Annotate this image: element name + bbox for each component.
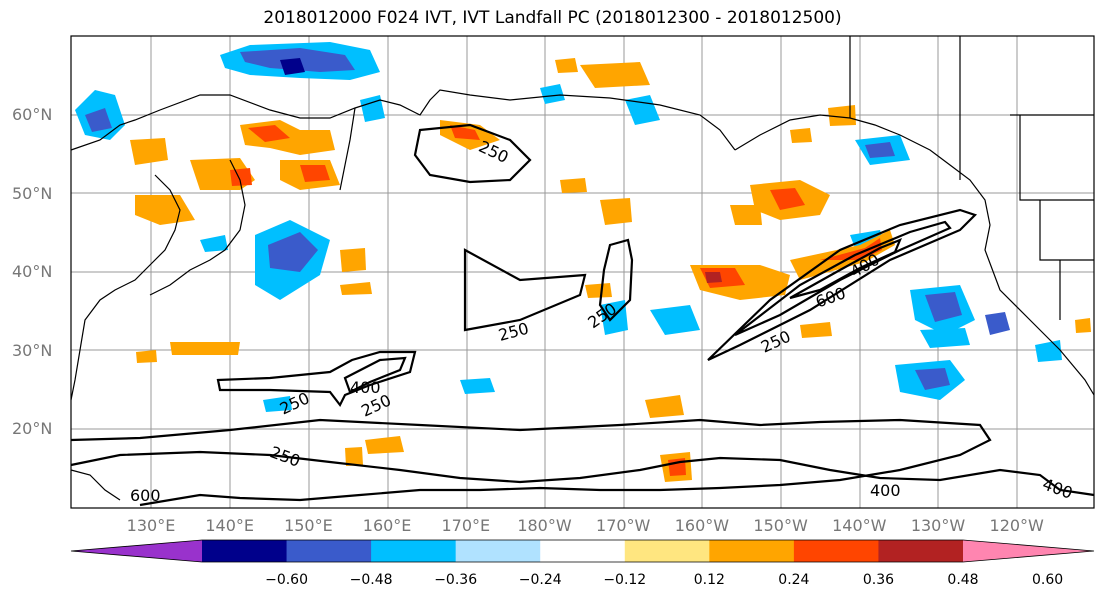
ivt-contours [70,123,1095,507]
contour-label: 600 [130,486,161,505]
colorbar-segment [371,540,457,562]
longitude-label: 170°E [441,516,491,535]
colorbar-tick-label: −0.24 [518,572,562,588]
colorbar-tick-label: 0.36 [862,572,895,588]
longitude-label: 120°W [989,516,1044,535]
latitude-label: 60°N [12,105,53,124]
pc-fill-patches [75,42,1091,482]
colorbar-segment [793,540,879,562]
latitude-label: 50°N [12,183,53,203]
colorbar-segment [540,540,626,562]
colorbar-tick-label: −0.12 [603,572,647,588]
latitude-label: 40°N [12,262,53,281]
colorbar-segment [624,540,710,562]
latitude-label: 30°N [12,340,53,360]
colorbar-segment [455,540,541,562]
colorbar-tick-label: 0.24 [778,572,810,588]
contour-label: 400 [350,378,381,397]
longitude-label: 140°W [832,516,887,535]
map-title: 2018012000 F024 IVT, IVT Landfall PC (20… [263,8,842,28]
colorbar-tick-label: −0.36 [434,572,478,588]
coastlines [70,36,1095,501]
map-frame [70,35,1095,509]
colorbar-tick-label: −0.48 [349,572,393,588]
colorbar-tick-label: 0.60 [1031,572,1064,588]
colorbar-segment [709,540,795,562]
colorbar-tick-label: −0.60 [265,572,308,588]
colorbar-tick-label: 0.12 [693,572,725,588]
longitude-label: 160°W [674,516,730,535]
colorbar-extension-high [963,540,1094,562]
longitude-label: 160°E [362,516,412,535]
colorbar [70,539,1095,563]
longitude-label: 180°W [517,516,572,535]
colorbar-tick-label: 0.48 [947,572,979,588]
latitude-label: 20°N [12,419,53,438]
colorbar-outline [70,539,1095,563]
longitude-label: 170°W [596,516,651,535]
colorbar-segment [286,540,372,562]
colorbar-segment [202,540,288,562]
longitude-label: 140°E [205,516,255,535]
contour-label: 400 [870,481,901,500]
colorbar-extension-low [71,540,202,562]
longitude-label: 130°E [126,516,176,535]
longitude-label: 130°W [910,516,966,535]
colorbar-segment [878,540,964,562]
gridlines [71,36,1094,508]
longitude-label: 150°W [753,516,808,535]
longitude-label: 150°E [284,516,333,535]
